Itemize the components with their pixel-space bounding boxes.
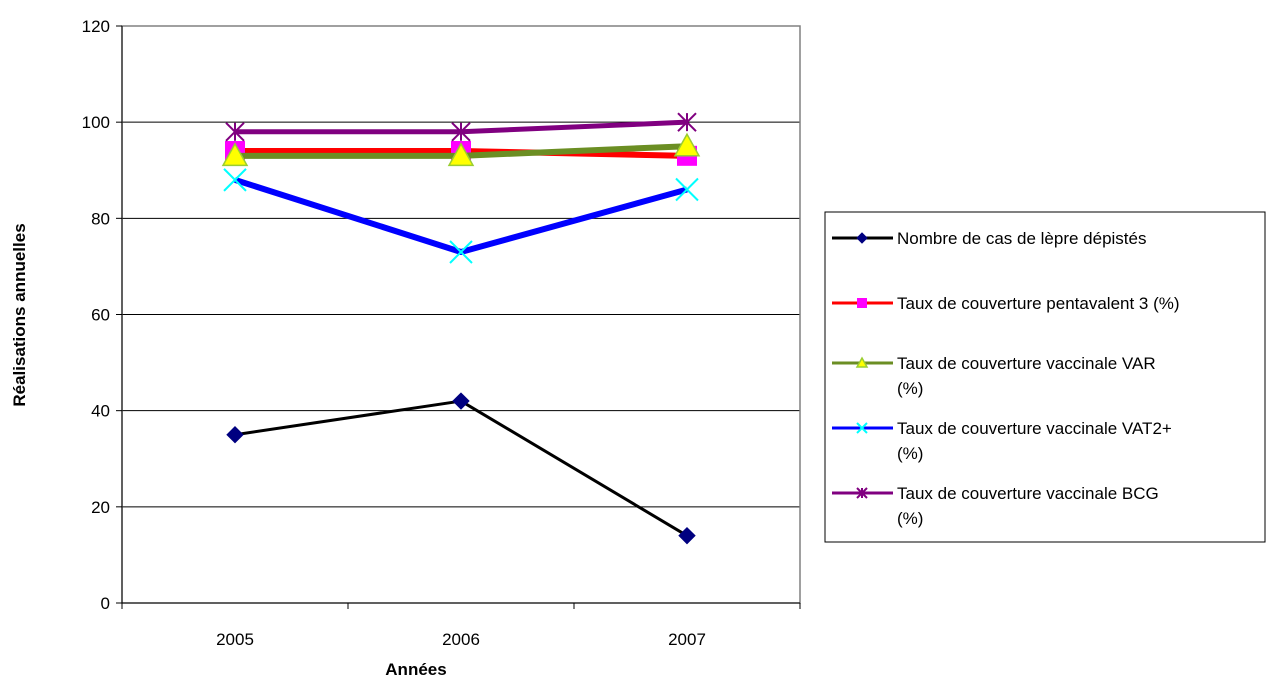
x-tick-label: 2006 [442, 630, 480, 649]
data-point [856, 422, 868, 434]
y-tick-label: 100 [82, 113, 110, 132]
data-point [225, 122, 245, 142]
x-axis: 2005 2006 2007 [121, 602, 801, 649]
legend: Nombre de cas de lèpre dépistés Taux de c… [824, 211, 1266, 543]
legend-item-1: Nombre de cas de lèpre dépistés [832, 229, 1146, 248]
data-point [221, 142, 249, 167]
data-point [675, 177, 699, 202]
series-line [234, 177, 688, 255]
legend-label: Taux de couverture vaccinale VAT2+ [897, 419, 1172, 438]
y-tick-label: 80 [91, 209, 110, 228]
legend-label: Taux de couverture vaccinale VAR [897, 354, 1156, 373]
legend-label: Taux de couverture pentavalent 3 (%) [897, 294, 1180, 313]
data-point [223, 168, 247, 192]
data-point [447, 142, 475, 167]
data-point [855, 356, 869, 368]
data-point [678, 526, 696, 545]
legend-label: Nombre de cas de lèpre dépistés [897, 229, 1146, 248]
series-4 [223, 168, 699, 264]
data-point [226, 426, 244, 444]
data-point [451, 122, 471, 142]
data-point [856, 487, 868, 499]
x-tick-label: 2007 [668, 630, 706, 649]
series-3 [221, 132, 701, 167]
y-tick-label: 40 [91, 402, 110, 421]
data-point [857, 298, 867, 308]
legend-label: (%) [897, 444, 923, 463]
legend-label: Taux de couverture vaccinale BCG [897, 484, 1159, 503]
legend-label: (%) [897, 379, 923, 398]
y-tick-label: 0 [101, 594, 110, 613]
data-point [856, 232, 868, 244]
y-tick-label: 120 [82, 17, 110, 36]
legend-item-3: Taux de couverture vaccinale VAR (%) [832, 354, 1156, 398]
y-axis: 0 20 40 60 80 100 120 [82, 17, 123, 613]
legend-item-4: Taux de couverture vaccinale VAT2+ (%) [832, 419, 1172, 463]
x-axis-title: Années [385, 660, 446, 679]
x-tick-label: 2005 [216, 630, 254, 649]
data-point [677, 112, 697, 132]
legend-label: (%) [897, 509, 923, 528]
y-tick-label: 20 [91, 498, 110, 517]
data-point [449, 240, 473, 264]
legend-item-2: Taux de couverture pentavalent 3 (%) [832, 294, 1180, 313]
y-tick-label: 60 [91, 306, 110, 325]
series-group [221, 112, 701, 545]
legend-box [824, 211, 1266, 543]
series-5 [225, 112, 697, 142]
grid-lines [122, 121, 800, 508]
y-axis-title: Réalisations annuelles [10, 223, 29, 406]
data-point [452, 392, 470, 410]
legend-item-5: Taux de couverture vaccinale BCG (%) [832, 484, 1159, 528]
data-point [673, 132, 701, 157]
series-1 [226, 392, 696, 545]
series-line [234, 399, 688, 537]
